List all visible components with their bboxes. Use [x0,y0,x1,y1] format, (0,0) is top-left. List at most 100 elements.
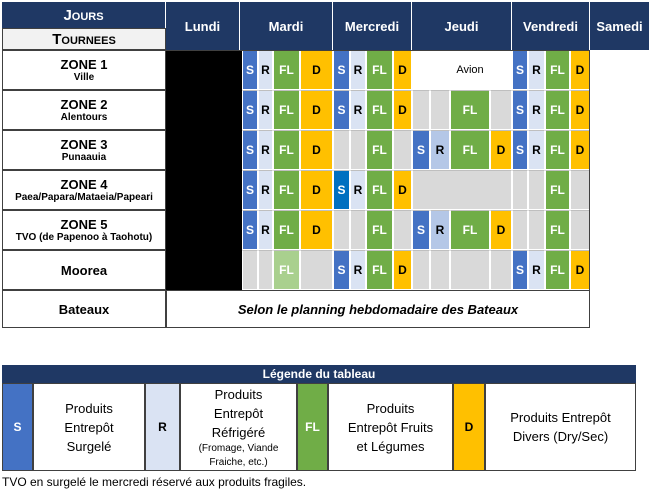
delivery-cell: FL [366,50,393,90]
delivery-cell: S [242,130,258,170]
delivery-cell: FL [366,170,393,210]
delivery-cell: R [528,130,545,170]
zone-area: Alentours [60,112,108,123]
footnote: TVO en surgelé le mercredi réservé aux p… [2,475,307,489]
delivery-cell [412,170,512,210]
delivery-cell: FL [273,50,300,90]
delivery-cell: D [570,90,590,130]
zone-label: ZONE 5 TVO (de Papenoo à Taohotu) [2,210,166,250]
delivery-cell: S [333,250,350,290]
delivery-cell: FL [450,210,490,250]
delivery-cell [393,130,412,170]
delivery-cell: S [512,90,528,130]
delivery-cell: D [393,90,412,130]
zone-name: ZONE 5 [60,217,108,232]
day-header: Samedi [590,2,650,50]
delivery-cell: FL [545,210,570,250]
legend-desc: Produits Entrepôt Réfrigéré [211,386,266,440]
delivery-cell [242,250,258,290]
legend-code: S [2,383,33,471]
delivery-cell: FL [545,50,570,90]
delivery-cell: D [570,250,590,290]
zone-label: Bateaux [2,290,166,328]
delivery-cell: S [412,130,430,170]
delivery-cell [570,170,590,210]
delivery-cell: FL [366,210,393,250]
delivery-cell [412,50,430,90]
delivery-cell [333,210,350,250]
delivery-cell [512,170,528,210]
delivery-cell: D [300,50,333,90]
closed-day [166,90,242,130]
delivery-cell [300,250,333,290]
delivery-cell: S [333,170,350,210]
delivery-cell: R [350,50,366,90]
delivery-cell: FL [273,210,300,250]
bateaux-note: Selon le planning hebdomadaire des Batea… [166,290,590,328]
delivery-cell [490,50,512,90]
closed-day [166,130,242,170]
delivery-cell [412,250,430,290]
zone-label: ZONE 3 Punaauia [2,130,166,170]
zone-area: Punaauia [61,152,107,163]
delivery-cell: S [242,170,258,210]
legend-code: D [453,383,485,471]
zone-area: TVO (de Papenoo à Taohotu) [15,232,153,243]
delivery-cell: R [258,210,273,250]
delivery-cell: FL [273,250,300,290]
delivery-cell [512,210,528,250]
delivery-cell: FL [273,170,300,210]
delivery-cell: R [528,50,545,90]
delivery-cell: FL [273,130,300,170]
delivery-cell: R [258,50,273,90]
delivery-cell: D [300,170,333,210]
legend-text: Produits Entrepôt Surgelé [33,383,145,471]
delivery-cell [490,250,512,290]
delivery-cell: D [570,130,590,170]
day-header: Lundi [166,2,240,50]
delivery-cell: R [350,170,366,210]
delivery-cell: FL [450,130,490,170]
zone-label: ZONE 2 Alentours [2,90,166,130]
delivery-cell: S [512,50,528,90]
closed-day [166,170,242,210]
zone-area: Ville [73,72,95,83]
delivery-cell: R [258,170,273,210]
legend-desc: Produits Entrepôt Fruits et Légumes [347,400,434,454]
delivery-cell [430,50,450,90]
closed-day [166,210,242,250]
delivery-cell: D [300,130,333,170]
day-header: Mercredi [333,2,412,50]
day-header: Jeudi [412,2,512,50]
delivery-cell: R [528,90,545,130]
legend-text: Produits Entrepôt Réfrigéré (Fromage, Via… [180,383,297,471]
delivery-cell: S [512,130,528,170]
delivery-cell: R [258,130,273,170]
zone-name: ZONE 1 [60,57,108,72]
delivery-cell: D [393,50,412,90]
delivery-cell: D [300,90,333,130]
delivery-cell: FL [450,90,490,130]
delivery-cell: FL [366,130,393,170]
delivery-cell: R [528,250,545,290]
delivery-cell: FL [545,130,570,170]
closed-day [166,50,242,90]
delivery-cell [528,210,545,250]
zone-label: Moorea [2,250,166,290]
zone-name: ZONE 4 [60,177,108,192]
zone-label: ZONE 4 Paea/Papara/Mataeia/Papeari [2,170,166,210]
legend-note: (Fromage, Viande Fraiche, etc.) [198,442,279,468]
delivery-cell [570,210,590,250]
delivery-cell [258,250,273,290]
delivery-cell [412,90,430,130]
delivery-cell: S [412,210,430,250]
delivery-cell: D [490,130,512,170]
delivery-cell: FL [545,250,570,290]
legend-title: Légende du tableau [2,365,636,383]
legend-desc: Produits Entrepôt Divers (Dry/Sec) [510,410,611,444]
delivery-cell: FL [366,250,393,290]
delivery-cell: S [333,50,350,90]
delivery-cell [430,90,450,130]
zone-label: ZONE 1 Ville [2,50,166,90]
